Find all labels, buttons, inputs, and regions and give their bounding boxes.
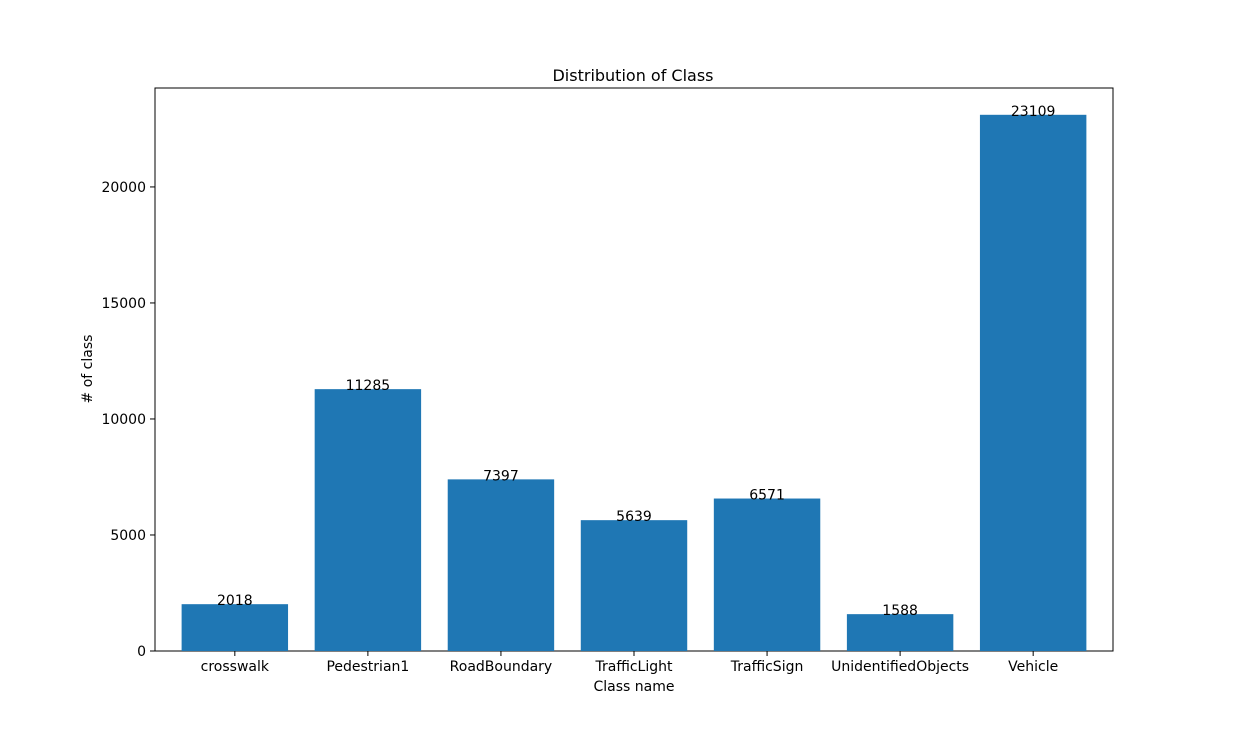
chart-title: Distribution of Class xyxy=(552,66,713,85)
data-label-1: 11285 xyxy=(346,378,391,394)
y-tick-label-1: 5000 xyxy=(110,528,146,544)
data-label-4: 6571 xyxy=(749,488,785,504)
bars-layer: 2018 11285 7397 5639 6571 1588 23109 xyxy=(181,104,1087,652)
x-tick-label-5: UnidentifiedObjects xyxy=(831,659,969,675)
x-axis-label: Class name xyxy=(594,679,675,695)
bar-0 xyxy=(181,604,289,651)
y-tick-label-3: 15000 xyxy=(101,296,146,312)
bar-6 xyxy=(979,114,1087,652)
y-tick-label-4: 20000 xyxy=(101,180,146,196)
x-tick-label-6: Vehicle xyxy=(1008,659,1058,675)
bar-4 xyxy=(713,498,821,651)
y-tick-label-0: 0 xyxy=(137,644,146,660)
bar-5 xyxy=(846,614,954,651)
x-tick-label-3: TrafficLight xyxy=(595,659,674,675)
data-label-0: 2018 xyxy=(217,593,253,609)
y-axis: 0 5000 10000 15000 20000 xyxy=(101,180,155,660)
bar-2 xyxy=(447,479,555,651)
x-tick-label-1: Pedestrian1 xyxy=(326,659,409,675)
y-axis-label: # of class xyxy=(80,335,96,404)
bar-3 xyxy=(580,520,688,651)
x-tick-label-2: RoadBoundary xyxy=(450,659,553,675)
data-label-2: 7397 xyxy=(483,468,519,484)
x-tick-label-4: TrafficSign xyxy=(730,659,804,675)
bar-1 xyxy=(314,389,422,651)
data-label-5: 1588 xyxy=(882,603,918,619)
data-label-6: 23109 xyxy=(1011,104,1056,120)
x-axis: crosswalk Pedestrian1 RoadBoundary TrafficL… xyxy=(201,651,1058,675)
x-tick-label-0: crosswalk xyxy=(201,659,270,675)
y-tick-label-2: 10000 xyxy=(101,412,146,428)
data-label-3: 5639 xyxy=(616,509,652,525)
